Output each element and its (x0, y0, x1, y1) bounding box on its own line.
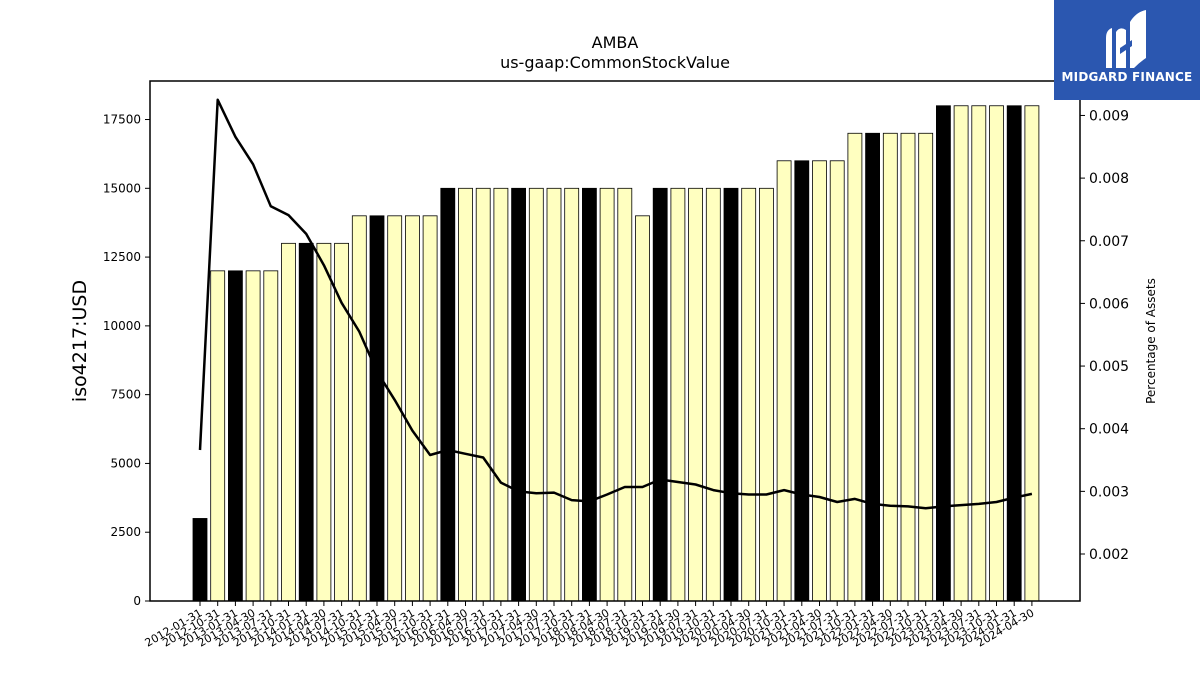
y-tick-label: 0 (133, 594, 141, 608)
chart-subtitle: us-gaap:CommonStockValue (500, 53, 730, 72)
y-tick-label: 7500 (110, 388, 141, 402)
bar-2021-07-31 (829, 160, 845, 602)
bar-2023-01-31 (936, 105, 951, 602)
y2-tick-label: 0.007 (1089, 234, 1129, 250)
bar-2016-07-31 (475, 187, 491, 602)
bar-2024-04-30 (1024, 105, 1040, 602)
bar-2022-10-31 (918, 132, 934, 602)
bar-2018-10-31 (635, 215, 650, 602)
y2-axis-label: Percentage of Assets (1144, 278, 1158, 404)
bar-2020-10-31 (776, 160, 792, 602)
bar-2019-04-30 (670, 187, 686, 602)
y2-tick-label: 0.003 (1089, 484, 1129, 500)
bar-2012-01-31 (192, 518, 208, 602)
bar-2022-04-30 (882, 132, 898, 602)
bar-2023-07-31 (971, 105, 987, 602)
bar-2023-10-31 (989, 105, 1004, 602)
y-tick-label: 10000 (103, 319, 141, 333)
x-axis: 2012-01-312012-10-312013-01-312013-04-30… (143, 601, 1036, 650)
bar-2022-01-31 (865, 132, 880, 602)
bar-2016-10-31 (493, 187, 509, 602)
bar-2012-10-31 (210, 270, 226, 602)
bar-2013-01-31 (227, 270, 243, 602)
bar-2018-04-30 (599, 187, 615, 602)
y-tick-label: 12500 (103, 250, 141, 264)
bar-2017-10-31 (564, 187, 580, 602)
bar-2018-07-31 (617, 187, 633, 602)
bar-2017-07-31 (546, 187, 562, 602)
bar-2022-07-31 (900, 132, 916, 602)
bar-2015-01-31 (369, 215, 385, 602)
midgard-finance-logo: MIDGARD FINANCE (1054, 0, 1200, 100)
bar-2017-01-31 (511, 187, 527, 602)
y2-tick-label: 0.006 (1089, 296, 1129, 312)
chart-title: AMBA (592, 33, 639, 52)
bar-2015-10-31 (422, 215, 438, 602)
bar-2015-07-31 (404, 215, 420, 602)
y2-tick-label: 0.004 (1089, 422, 1129, 438)
bar-2019-01-31 (652, 187, 668, 602)
bar-2019-10-31 (705, 187, 721, 602)
bar-2018-01-31 (582, 187, 597, 602)
bar-2023-04-30 (953, 105, 969, 602)
bar-2016-01-31 (440, 187, 456, 602)
y2-tick-label: 0.009 (1089, 108, 1129, 124)
bar-2014-07-31 (334, 242, 350, 602)
y-tick-label: 17500 (103, 113, 141, 127)
y-axis-right: 0.002 0.003 0.004 0.005 0.006 0.007 0.008 0.009 (1080, 108, 1129, 563)
y2-tick-label: 0.002 (1089, 547, 1129, 563)
bar-2016-04-30 (458, 187, 473, 602)
line-series (198, 98, 1033, 510)
logo-mark-icon (1106, 10, 1146, 68)
bar-2020-01-31 (723, 187, 739, 602)
bar-2020-07-31 (759, 187, 774, 602)
y2-tick-label: 0.005 (1089, 359, 1129, 375)
y2-tick-label: 0.008 (1089, 171, 1129, 187)
y-axis-left: 0 2500 5000 7500 10000 12500 15000 17500 (103, 113, 150, 608)
bar-2013-07-31 (263, 270, 279, 602)
bar-2020-04-30 (741, 187, 757, 602)
bar-2013-04-30 (245, 270, 261, 602)
bar-2013-10-31 (281, 242, 296, 602)
percentage-line (198, 98, 1033, 510)
bar-2021-01-31 (794, 160, 810, 602)
bar-2021-04-30 (812, 160, 827, 602)
plot-frame (149, 80, 1081, 602)
bar-2014-01-31 (298, 242, 314, 602)
bar-2014-04-30 (316, 242, 332, 602)
y-tick-label: 5000 (110, 456, 141, 470)
bar-2024-01-31 (1006, 105, 1022, 602)
y-tick-label: 15000 (103, 181, 141, 195)
bar-2017-04-30 (528, 187, 544, 602)
bar-2019-07-31 (688, 187, 703, 602)
y-axis-label: iso4217:USD (69, 280, 91, 402)
bar-2021-10-31 (847, 132, 863, 602)
bar-2014-10-31 (351, 215, 367, 602)
bar-series (192, 105, 1040, 602)
y-tick-label: 2500 (110, 525, 141, 539)
logo-text: MIDGARD FINANCE (1061, 70, 1193, 84)
